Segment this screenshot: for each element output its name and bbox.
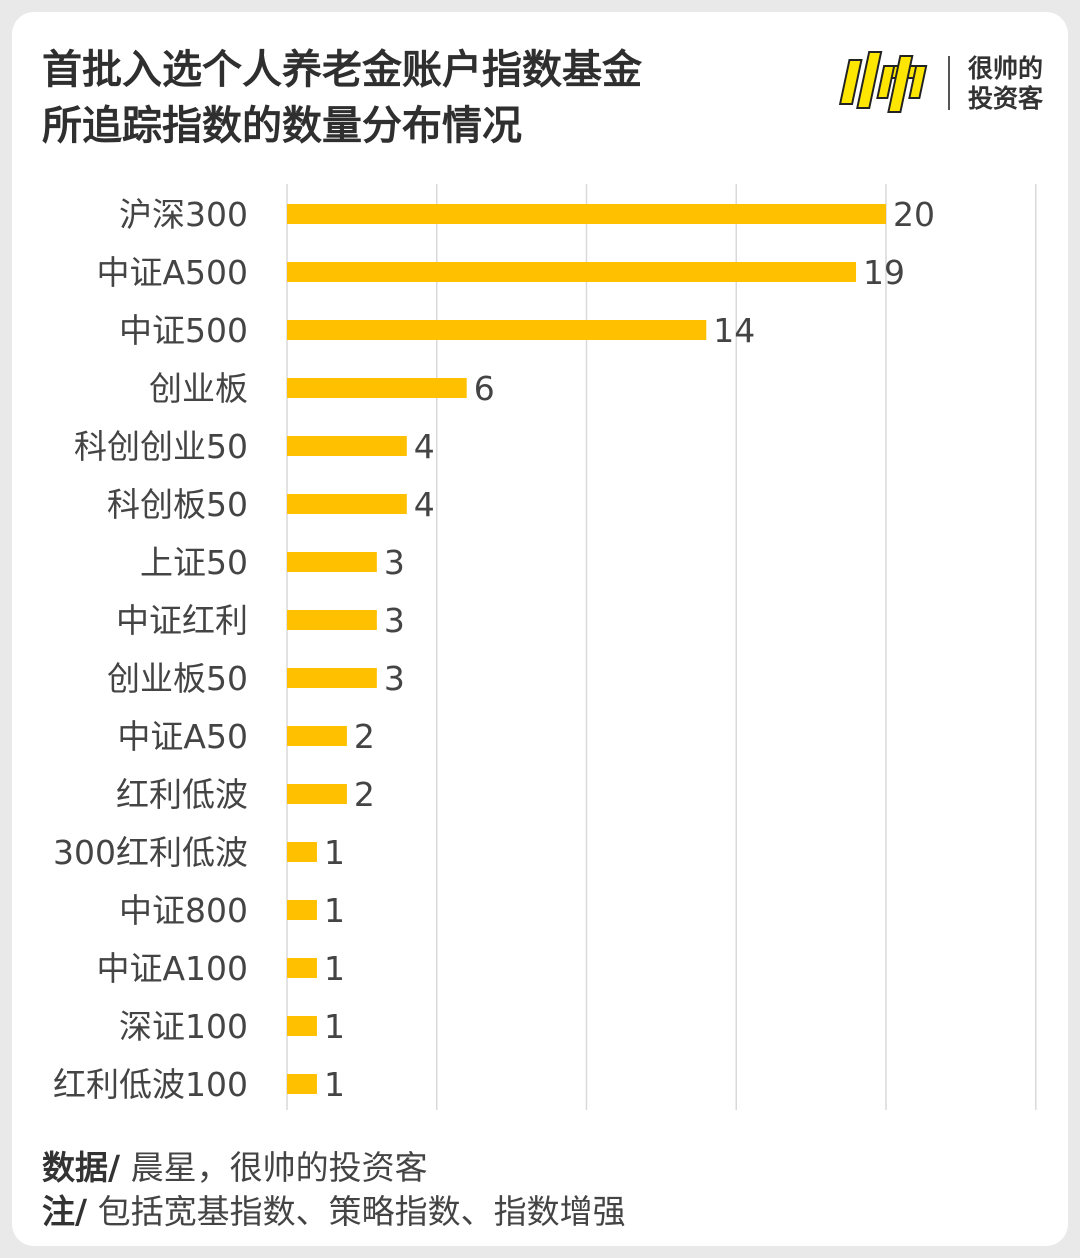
bar [287, 1074, 317, 1094]
value-label: 1 [324, 1065, 345, 1104]
value-label: 1 [324, 949, 345, 988]
note-label: 注/ [42, 1192, 88, 1231]
bar [287, 204, 886, 224]
logo-text-line-1: 很帅的 [968, 54, 1044, 83]
note-text: 包括宽基指数、策略指数、指数增强 [97, 1192, 626, 1231]
category-label: 沪深300 [119, 195, 248, 234]
value-label: 4 [414, 427, 435, 466]
logo-text-line-2: 投资客 [968, 84, 1044, 113]
chart-title: 首批入选个人养老金账户指数基金 所追踪指数的数量分布情况 [42, 42, 642, 154]
chart-card: 首批入选个人养老金账户指数基金 所追踪指数的数量分布情况 很帅的 投资客 沪深3… [12, 12, 1068, 1246]
category-label: 中证A100 [96, 949, 248, 988]
note-line: 注/ 包括宽基指数、策略指数、指数增强 [42, 1190, 626, 1234]
value-label: 1 [324, 1007, 345, 1046]
bar [287, 320, 707, 340]
brand-mark-icon [838, 51, 928, 113]
value-label: 3 [384, 543, 405, 582]
value-label: 4 [414, 485, 435, 524]
category-label: 红利低波100 [53, 1065, 248, 1104]
bar [287, 726, 347, 746]
logo-divider [948, 56, 950, 110]
category-label: 中证A50 [117, 717, 248, 756]
source-text: 晨星，很帅的投资客 [130, 1148, 428, 1187]
category-label: 中证A500 [96, 253, 248, 292]
value-label: 3 [384, 659, 405, 698]
category-label: 红利低波 [116, 775, 248, 814]
value-label: 1 [324, 833, 345, 872]
bar [287, 900, 317, 920]
value-label: 2 [354, 775, 375, 814]
category-label: 中证800 [119, 891, 248, 930]
category-label: 创业板50 [107, 659, 248, 698]
value-label: 14 [713, 311, 755, 350]
bar [287, 1016, 317, 1036]
bar [287, 494, 407, 514]
chart-footer: 数据/ 晨星，很帅的投资客 注/ 包括宽基指数、策略指数、指数增强 [42, 1146, 626, 1234]
source-label: 数据/ [42, 1148, 121, 1187]
bar [287, 784, 347, 804]
bar [287, 552, 377, 572]
value-label: 2 [354, 717, 375, 756]
source-line: 数据/ 晨星，很帅的投资客 [42, 1146, 626, 1190]
category-label: 创业板 [149, 369, 248, 408]
category-label: 中证500 [119, 311, 248, 350]
bar [287, 378, 467, 398]
bar [287, 436, 407, 456]
bar [287, 668, 377, 688]
bar [287, 958, 317, 978]
value-label: 20 [893, 195, 935, 234]
chart-title-line-2: 所追踪指数的数量分布情况 [42, 103, 522, 149]
category-label: 科创创业50 [74, 427, 248, 466]
value-label: 19 [863, 253, 905, 292]
bar [287, 262, 857, 282]
category-label: 深证100 [119, 1007, 248, 1046]
category-label: 上证50 [140, 543, 248, 582]
bar-chart: 沪深300 20 中证A500 19 中证500 14 创业板 6 科创创业50 4 科创板50 4 上… [53, 184, 1037, 1110]
value-label: 6 [474, 369, 495, 408]
value-label: 3 [384, 601, 405, 640]
category-label: 科创板50 [107, 485, 248, 524]
value-label: 1 [324, 891, 345, 930]
logo-text: 很帅的 投资客 [968, 54, 1043, 114]
brand-logo: 很帅的 投资客 [830, 48, 1060, 118]
bar [287, 610, 377, 630]
chart-title-line-1: 首批入选个人养老金账户指数基金 [42, 47, 642, 93]
category-label: 300红利低波 [53, 833, 248, 872]
category-label: 中证红利 [116, 601, 248, 640]
bar [287, 842, 317, 862]
